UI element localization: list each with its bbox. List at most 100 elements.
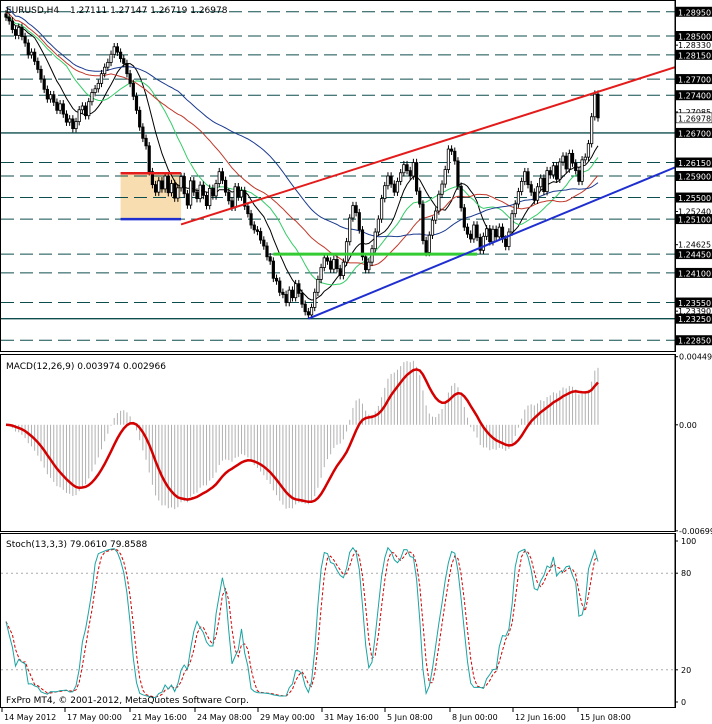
- candle-body: [532, 191, 536, 201]
- candle-body: [13, 29, 18, 36]
- candle-body: [55, 101, 59, 111]
- candle-body: [192, 180, 196, 193]
- candle-body: [577, 170, 581, 182]
- candle-body: [141, 126, 145, 139]
- price-tag-bg: [676, 31, 712, 41]
- candle-body: [319, 267, 323, 280]
- macd-tick-label: 0.00449: [679, 353, 712, 362]
- candle-body: [36, 60, 40, 70]
- candle-body: [389, 175, 393, 185]
- candle-body: [249, 213, 253, 226]
- channel-lower-blue: [307, 166, 676, 320]
- x-axis-label: 8 Jun 00:00: [452, 713, 498, 722]
- macd-title: MACD(12,26,9) 0.003974 0.002966: [6, 362, 166, 372]
- candle-body: [297, 283, 301, 294]
- x-axis-label: 14 May 2012: [4, 713, 56, 722]
- candle-body: [329, 260, 333, 270]
- candle-body: [494, 228, 498, 238]
- candle-body: [551, 165, 556, 176]
- candle-body: [399, 172, 403, 182]
- candle-body: [115, 46, 119, 53]
- candle-body: [383, 185, 387, 200]
- candle-body: [586, 143, 591, 158]
- candle-body: [58, 103, 62, 111]
- candle-body: [478, 236, 482, 251]
- x-axis-label: 31 May 16:00: [324, 713, 379, 722]
- macd-tick-label: 0.00: [679, 421, 697, 430]
- candle-body: [109, 53, 113, 63]
- candle-body: [7, 16, 11, 22]
- candle-body: [138, 109, 142, 128]
- price-tag-bg: [676, 214, 712, 225]
- candle-body: [96, 82, 100, 90]
- candle-body: [26, 42, 30, 56]
- candle-body: [561, 155, 565, 163]
- candle-body: [93, 88, 97, 93]
- stoch-panel-frame: [0, 533, 676, 708]
- stoch-main-line: [5, 546, 599, 699]
- x-axis-label: 21 May 16:00: [132, 713, 187, 722]
- candle-body: [485, 228, 489, 237]
- candle-body: [103, 66, 107, 75]
- x-axis-label: 15 Jun 08:00: [580, 713, 631, 722]
- candle-body: [313, 291, 317, 308]
- candle-body: [504, 238, 508, 247]
- x-axis-label: 17 May 00:00: [67, 713, 122, 722]
- price-tag-label: 1.24100: [678, 269, 711, 278]
- candle-body: [83, 105, 88, 117]
- candle-body: [17, 26, 21, 36]
- candle-body: [204, 194, 209, 207]
- candle-body: [469, 233, 473, 240]
- candle-body: [23, 36, 27, 44]
- candle-body: [510, 213, 514, 233]
- candle-body: [300, 292, 304, 305]
- candle-body: [364, 256, 368, 271]
- candle-body: [290, 289, 295, 299]
- candle-body: [246, 205, 250, 215]
- candle-body: [281, 291, 285, 295]
- candle-body: [201, 184, 205, 196]
- candle-body: [456, 160, 460, 187]
- macd-signal-line: [5, 368, 599, 504]
- candle-body: [287, 289, 291, 303]
- candle-body: [357, 212, 361, 231]
- price-tag-bg: [676, 157, 712, 168]
- x-axis-label: 24 May 08:00: [197, 713, 252, 722]
- candle-body: [230, 200, 234, 208]
- candle-body: [539, 177, 543, 188]
- candle-body: [294, 283, 298, 299]
- candle-body: [395, 180, 400, 193]
- price-tag-label: 1.25900: [678, 173, 711, 182]
- candle-body: [74, 121, 78, 130]
- candle-body: [128, 73, 132, 84]
- candle-body: [239, 190, 244, 198]
- price-tag-bg: [676, 74, 712, 85]
- candle-body: [259, 231, 263, 241]
- copyright-text: FxPro MT4, © 2001-2012, MetaQuotes Softw…: [6, 696, 249, 706]
- candle-body: [558, 161, 562, 180]
- candle-body: [555, 165, 559, 180]
- candle-body: [332, 259, 336, 270]
- candle-body: [367, 261, 371, 271]
- candle-body: [99, 73, 104, 84]
- candle-body: [268, 256, 272, 262]
- price-tag-label: 1.23550: [678, 299, 711, 308]
- candle-body: [150, 171, 155, 186]
- price-tag-label: 1.24450: [678, 251, 711, 260]
- candle-body: [418, 190, 422, 205]
- candle-body: [405, 164, 409, 172]
- candle-body: [217, 171, 221, 184]
- candle-body: [134, 95, 139, 111]
- candle-body: [421, 203, 425, 242]
- candle-body: [131, 82, 135, 97]
- price-tag-bg: [676, 249, 712, 260]
- candle-body: [173, 183, 177, 199]
- stoch-tick-label: 0: [681, 698, 686, 707]
- candle-body: [354, 205, 358, 214]
- candle-body: [351, 205, 355, 219]
- candle-body: [122, 58, 126, 64]
- candle-body: [303, 303, 307, 313]
- candle-body: [325, 257, 330, 262]
- price-tag-label: 1.25500: [678, 194, 711, 203]
